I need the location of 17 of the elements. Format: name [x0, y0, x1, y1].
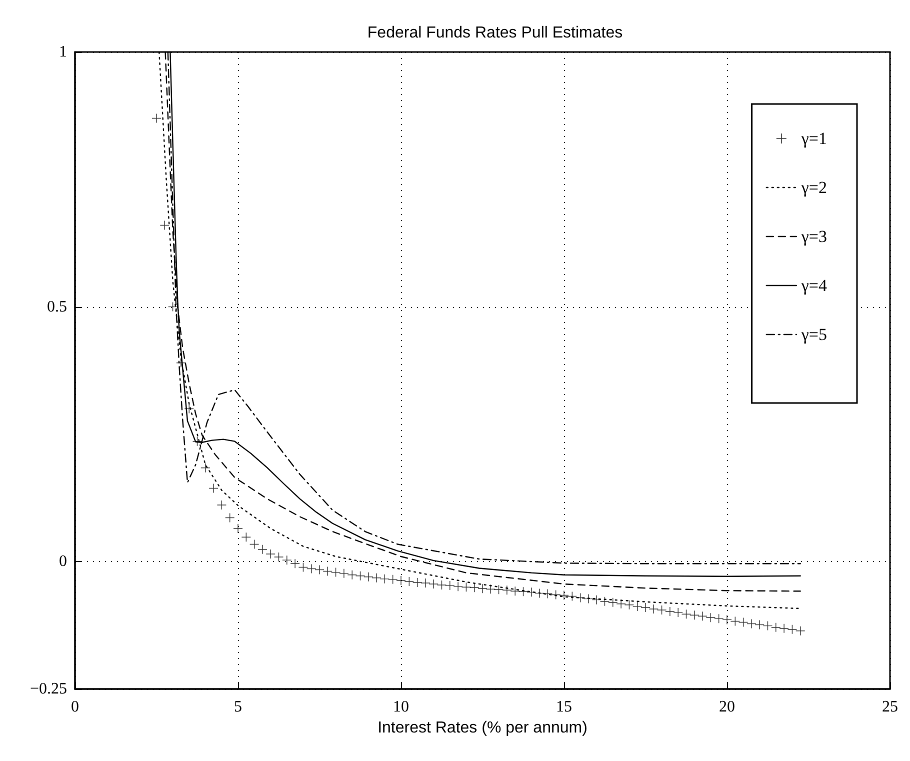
- chart-title: Federal Funds Rates Pull Estimates: [367, 24, 623, 42]
- x-tick-label: 20: [719, 698, 735, 716]
- x-tick-label: 5: [234, 698, 242, 716]
- legend-label: γ=3: [800, 227, 828, 246]
- legend-label: γ=2: [800, 178, 828, 197]
- x-tick-label: 0: [71, 698, 79, 716]
- y-tick-label: 0: [59, 553, 67, 570]
- x-tick-label: 15: [556, 698, 572, 716]
- legend-label: γ=1: [800, 129, 828, 148]
- x-tick-label: 25: [882, 698, 898, 716]
- y-tick-label: 1: [59, 44, 67, 60]
- x-tick-label: 10: [393, 698, 409, 716]
- legend-label: γ=4: [800, 276, 828, 295]
- legend-label: γ=5: [800, 325, 828, 344]
- y-tick-label: 0.5: [47, 298, 67, 316]
- x-axis-title: Interest Rates (% per annum): [378, 719, 588, 736]
- y-tick-label: −0.25: [30, 680, 67, 698]
